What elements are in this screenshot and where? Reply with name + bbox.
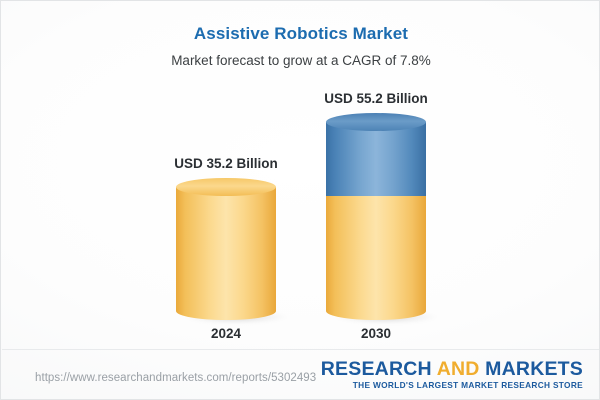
cylinder-2030: [326, 113, 426, 320]
cylinder-segment-blue-2030: [326, 113, 426, 196]
bar-value-label-2024: USD 35.2 Billion: [174, 156, 278, 171]
cylinder-2024: [176, 178, 276, 320]
bar-2030: [326, 113, 438, 324]
x-axis-tick-2030: 2030: [360, 326, 392, 341]
cylinder-body-gold-2030: [326, 196, 426, 311]
cylinder-top-cap-2030: [326, 113, 426, 131]
footer: https://www.researchandmarkets.com/repor…: [1, 350, 599, 399]
x-axis-tick-2024: 2024: [210, 326, 242, 341]
cylinder-body-2024: [176, 187, 276, 311]
brand-word-markets: MARKETS: [479, 358, 583, 380]
cylinder-segment-gold-2024: [176, 178, 276, 320]
cylinder-segment-gold-2030: [326, 196, 426, 320]
bar-2024: [176, 178, 288, 324]
brand-tagline: THE WORLD'S LARGEST MARKET RESEARCH STOR…: [352, 380, 583, 391]
chart-plot-area: USD 35.2 Billion USD 55.2 Billion: [1, 81, 599, 343]
source-url-link[interactable]: https://www.researchandmarkets.com/repor…: [35, 372, 317, 384]
footer-divider: [2, 349, 599, 350]
bar-value-label-2030: USD 55.2 Billion: [324, 91, 428, 106]
cylinder-top-cap-2024: [176, 178, 276, 196]
page-title: Assistive Robotics Market: [193, 24, 409, 43]
brand-wordmark: RESEARCH AND MARKETS: [321, 359, 583, 379]
brand-logo[interactable]: RESEARCH AND MARKETS THE WORLD'S LARGEST…: [321, 359, 583, 391]
cylinder-body-blue-2030: [326, 122, 426, 196]
brand-word-and: AND: [436, 358, 480, 380]
brand-word-research: RESEARCH: [320, 358, 437, 380]
chart-subtitle: Market forecast to grow at a CAGR of 7.8…: [171, 53, 431, 68]
